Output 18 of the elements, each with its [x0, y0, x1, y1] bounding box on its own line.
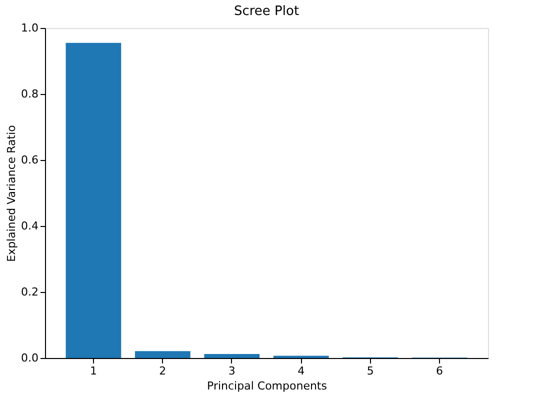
- x-tick-label: 2: [159, 364, 166, 378]
- x-tick-label: 3: [228, 364, 236, 378]
- chart-title: Scree Plot: [234, 4, 300, 19]
- y-tick-label: 0.8: [21, 88, 38, 100]
- y-tick-label: 0.2: [21, 286, 38, 298]
- x-tick-label: 6: [436, 364, 444, 378]
- bar: [134, 351, 190, 358]
- bar: [66, 42, 122, 358]
- y-tick-label: 0.6: [21, 154, 38, 166]
- bar: [204, 354, 260, 358]
- x-tick-label: 5: [366, 364, 374, 378]
- x-tick-label: 1: [90, 364, 97, 378]
- y-tick-label: 1.0: [21, 22, 38, 34]
- y-tick-label: 0.0: [21, 352, 38, 364]
- y-tick-label: 0.4: [21, 220, 38, 232]
- y-axis-title: Explained Variance Ratio: [5, 124, 18, 262]
- x-axis-title: Principal Components: [207, 380, 328, 392]
- x-tick-label: 4: [298, 364, 305, 378]
